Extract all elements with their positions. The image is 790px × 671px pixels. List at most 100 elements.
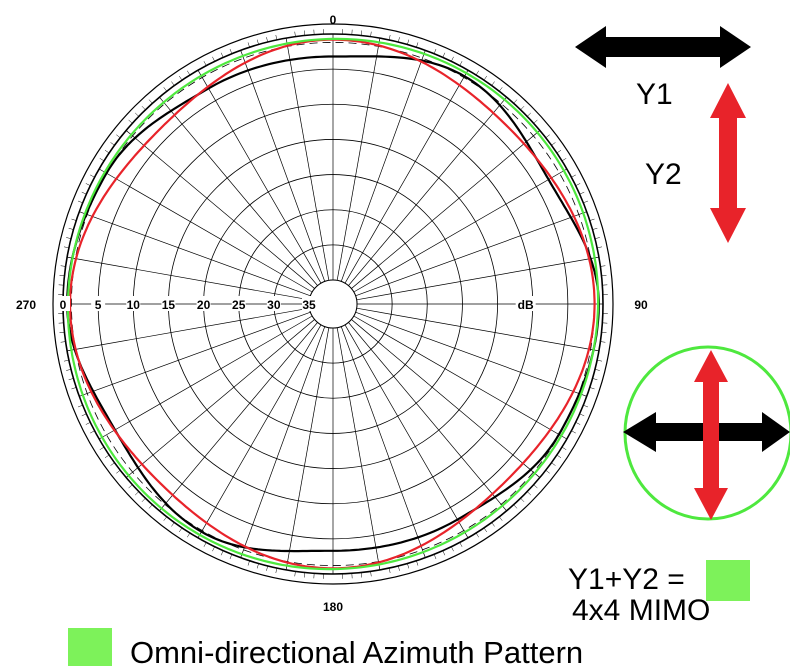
grid-tick (442, 550, 446, 556)
series-y1-y2 (66, 37, 600, 571)
grid-spoke (159, 322, 318, 512)
grid-tick (60, 265, 66, 267)
grid-tick (575, 183, 581, 186)
grid-tick (601, 331, 607, 333)
radial-tick-bg (196, 296, 211, 311)
series-y1 (66, 55, 600, 553)
grid-tick (77, 404, 83, 408)
grid-tick (99, 158, 105, 162)
grid-tick (220, 550, 224, 556)
cross-arrows-icon (623, 345, 790, 521)
grid-tick (370, 571, 372, 577)
grid-tick (148, 99, 153, 104)
radial-tick-label: 10 (127, 298, 141, 312)
grid-tick (407, 39, 410, 45)
grid-tick (294, 571, 296, 577)
grid-tick (116, 470, 121, 474)
grid-tick (451, 546, 454, 552)
grid-tick (171, 81, 175, 86)
grid-spoke (336, 38, 381, 281)
grid-tick (128, 119, 133, 124)
grid-tick (68, 227, 74, 230)
grid-tick (601, 275, 607, 277)
grid-spoke (240, 50, 326, 282)
grid-tick (59, 275, 65, 277)
grid-spoke (340, 50, 426, 282)
radial-tick-bg (161, 296, 176, 311)
grid-tick (171, 522, 175, 527)
angle-label-90: 90 (634, 298, 648, 312)
grid-tick (179, 75, 183, 81)
grid-spoke (125, 319, 315, 478)
grid-tick (491, 81, 495, 86)
grid-tick (135, 112, 139, 117)
double-arrow-vertical-icon (710, 83, 746, 243)
y2-label: Y2 (645, 158, 682, 191)
radial-tick-label: 15 (162, 298, 176, 312)
angle-label-0: 0 (330, 13, 337, 27)
grid-tick (398, 565, 400, 571)
radial-tick-label: 20 (197, 298, 211, 312)
grid-tick (556, 454, 562, 458)
grid-tick (571, 174, 576, 178)
grid-tick (398, 37, 400, 43)
grid-spoke (285, 38, 330, 281)
grid-tick (90, 174, 95, 178)
grid-tick (520, 498, 525, 502)
grid-tick (499, 87, 503, 92)
angle-label-180: 180 (323, 600, 343, 614)
grid-spoke (98, 168, 313, 293)
radial-tick-bg (126, 296, 141, 311)
grid-spoke (79, 211, 311, 297)
grid-tick (266, 565, 268, 571)
radial-tick-label: 35 (302, 298, 316, 312)
grid-tick (459, 61, 463, 66)
legend-swatch (68, 628, 112, 666)
grid-spoke (344, 69, 469, 284)
radial-tick-bg (56, 296, 70, 311)
grid-spoke (355, 211, 587, 297)
legend-label: Omni-directional Azimuth Pattern (130, 635, 583, 670)
unit-label-bg (515, 296, 536, 311)
grid-spoke (355, 311, 587, 397)
grid-tick (187, 532, 191, 538)
grid-tick (594, 237, 600, 239)
grid-tick (433, 554, 437, 560)
grid-spoke (356, 256, 599, 301)
grid-tick (71, 387, 77, 390)
grid-tick (600, 341, 606, 343)
grid-tick (388, 34, 391, 40)
grid-tick (551, 462, 556, 466)
grid-tick (275, 568, 278, 574)
grid-tick (407, 563, 410, 569)
grid-tick (104, 454, 110, 458)
grid-spoke (351, 319, 541, 478)
grid-tick (212, 546, 215, 552)
grid-tick (110, 142, 115, 146)
grid-tick (128, 484, 133, 489)
grid-tick (203, 61, 207, 66)
grid-spoke (285, 327, 330, 570)
grid-tick (179, 527, 183, 533)
grid-tick (59, 331, 65, 333)
grid-tick (203, 542, 207, 547)
grid-tick (533, 119, 538, 124)
grid-tick (370, 31, 372, 37)
grid-tick (545, 134, 550, 138)
grid-tick (256, 39, 259, 45)
grid-tick (520, 106, 525, 110)
grid-spoke (353, 315, 568, 440)
grid-tick (551, 142, 556, 146)
grid-tick (499, 516, 503, 521)
grid-tick (229, 48, 233, 54)
radial-tick-bg (91, 296, 106, 311)
grid-spoke (340, 326, 426, 558)
radial-tick-label: 25 (232, 298, 246, 312)
grid-tick (294, 31, 296, 37)
grid-tick (63, 246, 69, 249)
grid-tick (90, 430, 95, 434)
grid-spoke (353, 168, 568, 293)
grid-tick (513, 504, 518, 509)
grid-tick (247, 42, 250, 48)
